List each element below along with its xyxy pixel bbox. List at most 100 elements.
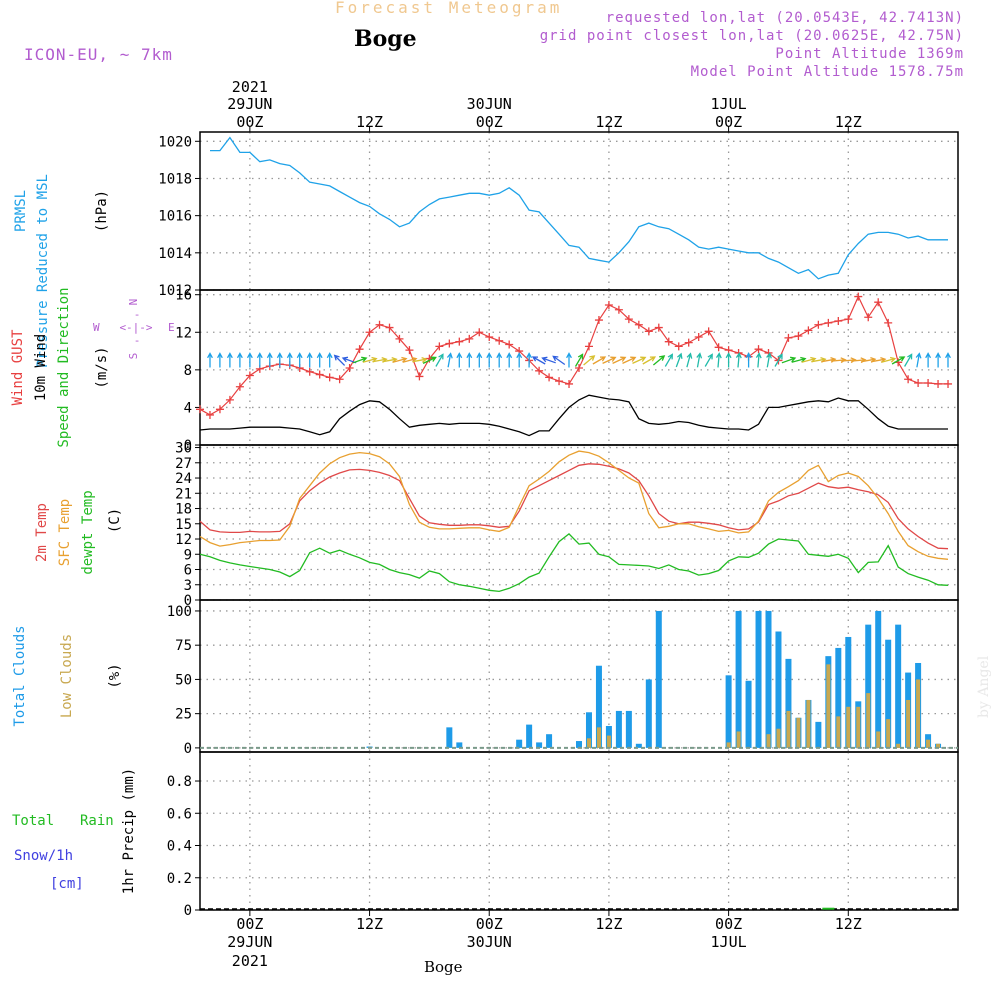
y-tick-label: 4	[184, 400, 192, 416]
gust-marker	[624, 315, 633, 324]
wind-direction-arrow	[725, 352, 732, 368]
y-tick-label: 0.8	[167, 774, 192, 790]
model-name: ICON-EU, ~ 7km	[24, 45, 173, 64]
wind-direction-arrow	[831, 357, 847, 364]
low-clouds-label: Low Clouds	[59, 634, 75, 718]
requested-lonlat: requested lon,lat (20.0543E, 42.7413N)	[605, 10, 964, 26]
top-year-label: 2021	[232, 78, 268, 96]
y-tick-label: 0.2	[167, 871, 192, 887]
low-clouds-bar	[786, 710, 791, 748]
gust-marker	[535, 366, 544, 375]
gust-marker	[834, 317, 843, 325]
total-clouds-bar	[456, 742, 463, 748]
low-clouds-bar	[806, 699, 811, 748]
compass-west: W	[93, 321, 100, 334]
compass-north: N	[127, 299, 140, 306]
low-clouds-bar	[826, 664, 831, 748]
wind-direction-arrow	[476, 352, 483, 368]
low-clouds-bar	[586, 738, 591, 748]
gust-marker	[415, 372, 424, 381]
top-time-label: 00Z	[476, 113, 503, 131]
gust-marker	[405, 346, 414, 355]
gust-marker	[654, 323, 663, 332]
low-clouds-bar	[936, 743, 941, 748]
compass-divider-top: -	[134, 308, 141, 321]
low-clouds-bar	[766, 734, 771, 748]
wind-direction-arrow	[541, 356, 556, 364]
total-clouds-bar	[615, 710, 622, 748]
gust-marker	[485, 332, 494, 341]
wind-direction-arrow	[696, 352, 703, 368]
total-clouds-bar	[735, 610, 742, 748]
gust-marker	[874, 298, 883, 307]
wind-direction-arrow	[935, 352, 941, 368]
low-clouds-bar	[926, 739, 931, 748]
wind-direction-arrow	[704, 353, 713, 367]
gust-marker	[435, 342, 444, 351]
total-clouds-bar	[595, 665, 602, 748]
wind-direction-arrow	[592, 356, 607, 365]
wind-direction-arrow	[296, 352, 303, 368]
gust-marker	[914, 379, 923, 387]
temp-unit: (C)	[107, 508, 123, 533]
wind-direction-arrow	[217, 352, 223, 368]
gust-marker	[684, 338, 693, 347]
y-tick-label: 1020	[158, 134, 192, 150]
y-tick-label: 15	[175, 517, 192, 533]
y-tick-label: 3	[184, 578, 192, 594]
y-tick-label: 6	[184, 563, 192, 579]
wind-direction-arrow	[552, 355, 566, 366]
low-clouds-bar	[876, 731, 881, 748]
total-clouds-bar	[446, 727, 453, 748]
wind-direction-arrow	[286, 352, 293, 368]
gust-marker	[225, 395, 234, 404]
wind-direction-arrow	[526, 352, 533, 368]
top-time-label: 12Z	[835, 113, 862, 131]
gust-marker	[664, 337, 673, 346]
wind-direction-arrow	[316, 352, 323, 368]
y-tick-label: 0	[184, 741, 192, 757]
total-clouds-bar	[785, 658, 792, 748]
gust-marker	[445, 339, 454, 348]
gust-marker	[495, 336, 504, 345]
bottom-year-label: 2021	[232, 952, 268, 970]
grid-point-lonlat: grid point closest lon,lat (20.0625E, 42…	[539, 28, 964, 44]
wind-direction-arrow	[774, 353, 783, 367]
total-clouds-label: Total Clouds	[12, 625, 28, 726]
wind-direction-arrow	[246, 352, 253, 368]
gust-marker	[555, 377, 564, 386]
wind-direction-arrow	[516, 352, 523, 368]
low-clouds-bar	[736, 731, 741, 748]
y-tick-label: 21	[175, 486, 192, 502]
total-clouds-bar	[546, 734, 553, 748]
gust-marker	[904, 375, 913, 384]
wind-direction-arrow	[891, 356, 906, 365]
gust-marker	[754, 345, 763, 354]
total-clouds-bar	[576, 741, 582, 748]
bottom-time-label: 00Z	[236, 915, 263, 933]
wind-direction-arrow	[664, 353, 673, 367]
wind-direction-arrow	[435, 353, 444, 367]
y-tick-label: 8	[184, 363, 192, 379]
wind-direction-arrow	[276, 352, 283, 368]
total-clouds-bar	[895, 624, 902, 748]
gust-marker	[804, 326, 813, 335]
temp-2m-line	[199, 463, 949, 550]
bottom-time-label: 12Z	[595, 915, 622, 933]
dewpoint-label: dewpt Temp	[80, 490, 96, 574]
compass-arrows: <-|->	[119, 321, 152, 334]
total-clouds-bar	[865, 624, 872, 748]
y-tick-label: 0.4	[167, 839, 192, 855]
gust-marker	[704, 327, 713, 336]
wind-direction-label: Speed and Direction	[56, 287, 72, 447]
gust-marker	[395, 334, 404, 343]
gust-marker	[315, 370, 324, 379]
wind-direction-arrow	[506, 352, 513, 368]
gust-marker	[814, 320, 823, 329]
y-tick-label: 25	[175, 707, 192, 723]
wind-direction-arrow	[642, 356, 657, 365]
compass-south: S	[127, 353, 140, 360]
top-time-label: 12Z	[595, 113, 622, 131]
wind-direction-arrow	[392, 356, 408, 363]
